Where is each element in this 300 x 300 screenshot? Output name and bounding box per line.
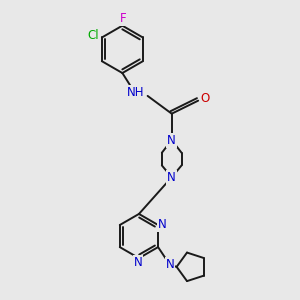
Text: N: N xyxy=(167,134,176,147)
Text: N: N xyxy=(166,258,174,272)
Text: NH: NH xyxy=(127,86,145,99)
Text: F: F xyxy=(120,12,127,25)
Text: O: O xyxy=(201,92,210,105)
Text: N: N xyxy=(134,256,142,269)
Text: N: N xyxy=(167,171,176,184)
Text: Cl: Cl xyxy=(87,29,99,42)
Text: N: N xyxy=(158,218,167,232)
